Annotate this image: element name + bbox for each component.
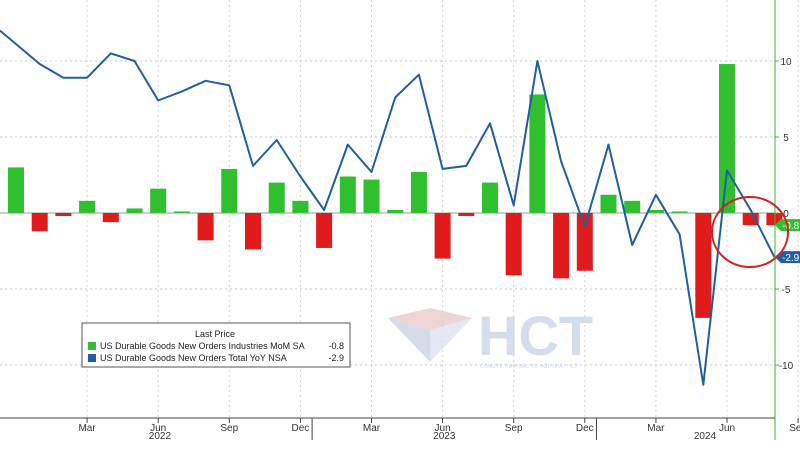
bar <box>197 213 214 241</box>
watermark-tagline: CÔNG TY TNHH ĐẦU TƯ HỢP NHẤT HCT <box>480 363 577 370</box>
bar <box>102 213 119 223</box>
watermark-logo-left <box>388 318 430 362</box>
bar <box>173 211 190 213</box>
bar <box>576 213 593 271</box>
y-tick-label: -10 <box>779 361 794 372</box>
x-tick-label: Jun <box>150 423 166 434</box>
legend: Last Price US Durable Goods New Orders In… <box>81 322 351 368</box>
bar <box>624 200 641 213</box>
year-label: 2022 <box>149 431 172 442</box>
bar <box>458 213 475 217</box>
bar <box>695 213 712 318</box>
bar <box>268 182 285 213</box>
bar <box>221 168 238 213</box>
bar <box>339 176 356 213</box>
bar <box>31 213 48 232</box>
bar <box>553 213 570 279</box>
x-tick-label: Jun <box>719 423 735 434</box>
bar <box>434 213 451 259</box>
value-tag-box <box>775 251 800 264</box>
series-line <box>0 29 776 386</box>
bar <box>529 94 546 213</box>
watermark-text: HCT <box>478 304 593 367</box>
bar <box>150 188 167 213</box>
watermark: HCT CÔNG TY TNHH ĐẦU TƯ HỢP NHẤT HCT <box>388 304 593 370</box>
bar <box>647 209 664 213</box>
x-tick-label: Dec <box>576 423 594 434</box>
bar <box>316 213 333 248</box>
x-tick-label: Jun <box>435 423 451 434</box>
y-tick-label: 0 <box>783 209 789 220</box>
x-tick-label: Sep <box>789 423 800 434</box>
legend-title: Last Price <box>195 329 235 339</box>
bar <box>126 208 143 213</box>
value-tag-label: -0.8 <box>782 221 800 232</box>
legend-swatch <box>88 342 96 350</box>
bars-layer <box>8 64 783 318</box>
year-label: 2024 <box>694 431 717 442</box>
bar <box>600 194 617 213</box>
bar <box>245 213 261 250</box>
bar <box>482 182 498 213</box>
watermark-logo-top <box>388 308 472 330</box>
x-tick-label: Sep <box>505 423 523 434</box>
legend-value: -0.8 <box>328 341 344 351</box>
axis-layer: 10 5 0 -5 -10 Mar Jun Sep Dec Mar Jun Sep Dec Mar Jun S… <box>0 0 800 442</box>
year-label: 2023 <box>433 431 456 442</box>
value-tag-label: -2.9 <box>782 253 800 264</box>
legend-label: US Durable Goods New Orders Industries M… <box>100 341 305 351</box>
bar <box>410 171 427 213</box>
y-tick-label: 5 <box>783 133 789 144</box>
bar <box>505 213 522 276</box>
bar <box>8 167 24 213</box>
bar <box>719 64 735 213</box>
x-tick-label: Mar <box>78 423 96 434</box>
y-tick-label: 10 <box>780 57 792 68</box>
legend-label: US Durable Goods New Orders Total YoY NS… <box>100 353 287 363</box>
x-tick-label: Mar <box>363 423 381 434</box>
bar <box>55 213 72 217</box>
highlight-circle <box>711 196 789 268</box>
y-tick-label: -5 <box>782 285 791 296</box>
bar <box>671 211 688 213</box>
bar <box>292 200 309 213</box>
legend-box <box>81 322 351 368</box>
legend-value: -2.9 <box>328 353 344 363</box>
line-layer <box>0 29 776 386</box>
legend-swatch <box>88 354 96 362</box>
x-tick-label: Dec <box>292 423 310 434</box>
x-tick-label: Sep <box>220 423 238 434</box>
x-tick-label: Mar <box>647 423 665 434</box>
bar <box>363 179 380 213</box>
bar <box>79 200 96 213</box>
watermark-logo-right <box>430 318 472 362</box>
bar <box>387 209 404 213</box>
